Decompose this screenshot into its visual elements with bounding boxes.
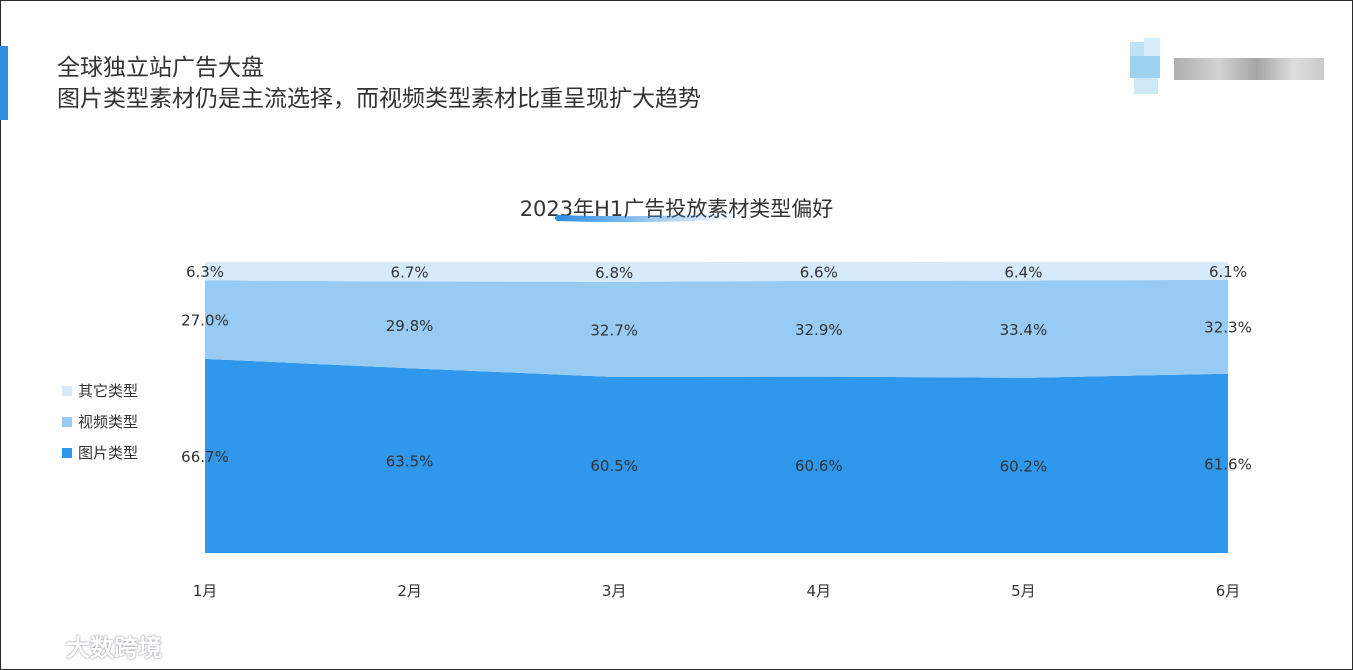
- accent-bar: [0, 46, 8, 120]
- data-label: 60.6%: [795, 457, 843, 475]
- data-label: 32.7%: [590, 321, 638, 339]
- data-label: 6.1%: [1209, 263, 1247, 281]
- data-label: 6.8%: [595, 264, 633, 282]
- heading-line-2: 图片类型素材仍是主流选择，而视频类型素材比重呈现扩大趋势: [57, 86, 701, 112]
- data-label: 60.2%: [1000, 457, 1048, 475]
- x-tick-label: 5月: [1011, 582, 1036, 600]
- data-label: 6.3%: [186, 263, 224, 281]
- area-series-3: [205, 261, 1228, 282]
- heading-line-1: 全球独立站广告大盘: [57, 55, 264, 81]
- data-label: 29.8%: [386, 317, 434, 335]
- legend-label: 视频类型: [78, 413, 139, 431]
- data-label: 66.7%: [181, 448, 229, 466]
- x-tick-label: 4月: [807, 582, 832, 600]
- legend-label: 图片类型: [78, 444, 139, 462]
- x-tick-label: 1月: [193, 582, 218, 600]
- data-label: 6.6%: [800, 263, 838, 281]
- data-label: 32.3%: [1204, 319, 1252, 337]
- data-label: 60.5%: [590, 457, 638, 475]
- data-label: 33.4%: [1000, 321, 1048, 339]
- legend-swatch: [62, 385, 72, 396]
- legend-label: 其它类型: [78, 382, 139, 400]
- legend-swatch: [62, 447, 72, 458]
- data-label: 61.6%: [1204, 455, 1252, 473]
- legend-item: 其它类型: [62, 375, 138, 406]
- watermark-text: 大数跨境: [66, 634, 162, 662]
- legend-swatch: [62, 416, 72, 427]
- chart-legend: 其它类型视频类型图片类型: [62, 375, 138, 468]
- watermark: 大数跨境: [8, 628, 162, 663]
- watermark-logo-icon: [11, 634, 60, 655]
- slide-heading: 全球独立站广告大盘 图片类型素材仍是主流选择，而视频类型素材比重呈现扩大趋势: [57, 53, 701, 115]
- area-series-2: [205, 279, 1228, 378]
- title-underline: [555, 213, 743, 223]
- data-label: 6.4%: [1004, 263, 1042, 281]
- area-series-1: [205, 358, 1228, 553]
- data-label: 63.5%: [386, 453, 434, 471]
- data-label: 27.0%: [181, 312, 229, 330]
- x-tick-label: 2月: [397, 582, 422, 600]
- legend-item: 视频类型: [62, 406, 138, 437]
- blurred-logo-icon: [1130, 38, 1326, 98]
- legend-item: 图片类型: [62, 437, 138, 468]
- data-label: 6.7%: [391, 264, 429, 282]
- data-label: 32.9%: [795, 321, 843, 339]
- x-tick-label: 3月: [602, 582, 627, 600]
- x-tick-label: 6月: [1216, 582, 1241, 600]
